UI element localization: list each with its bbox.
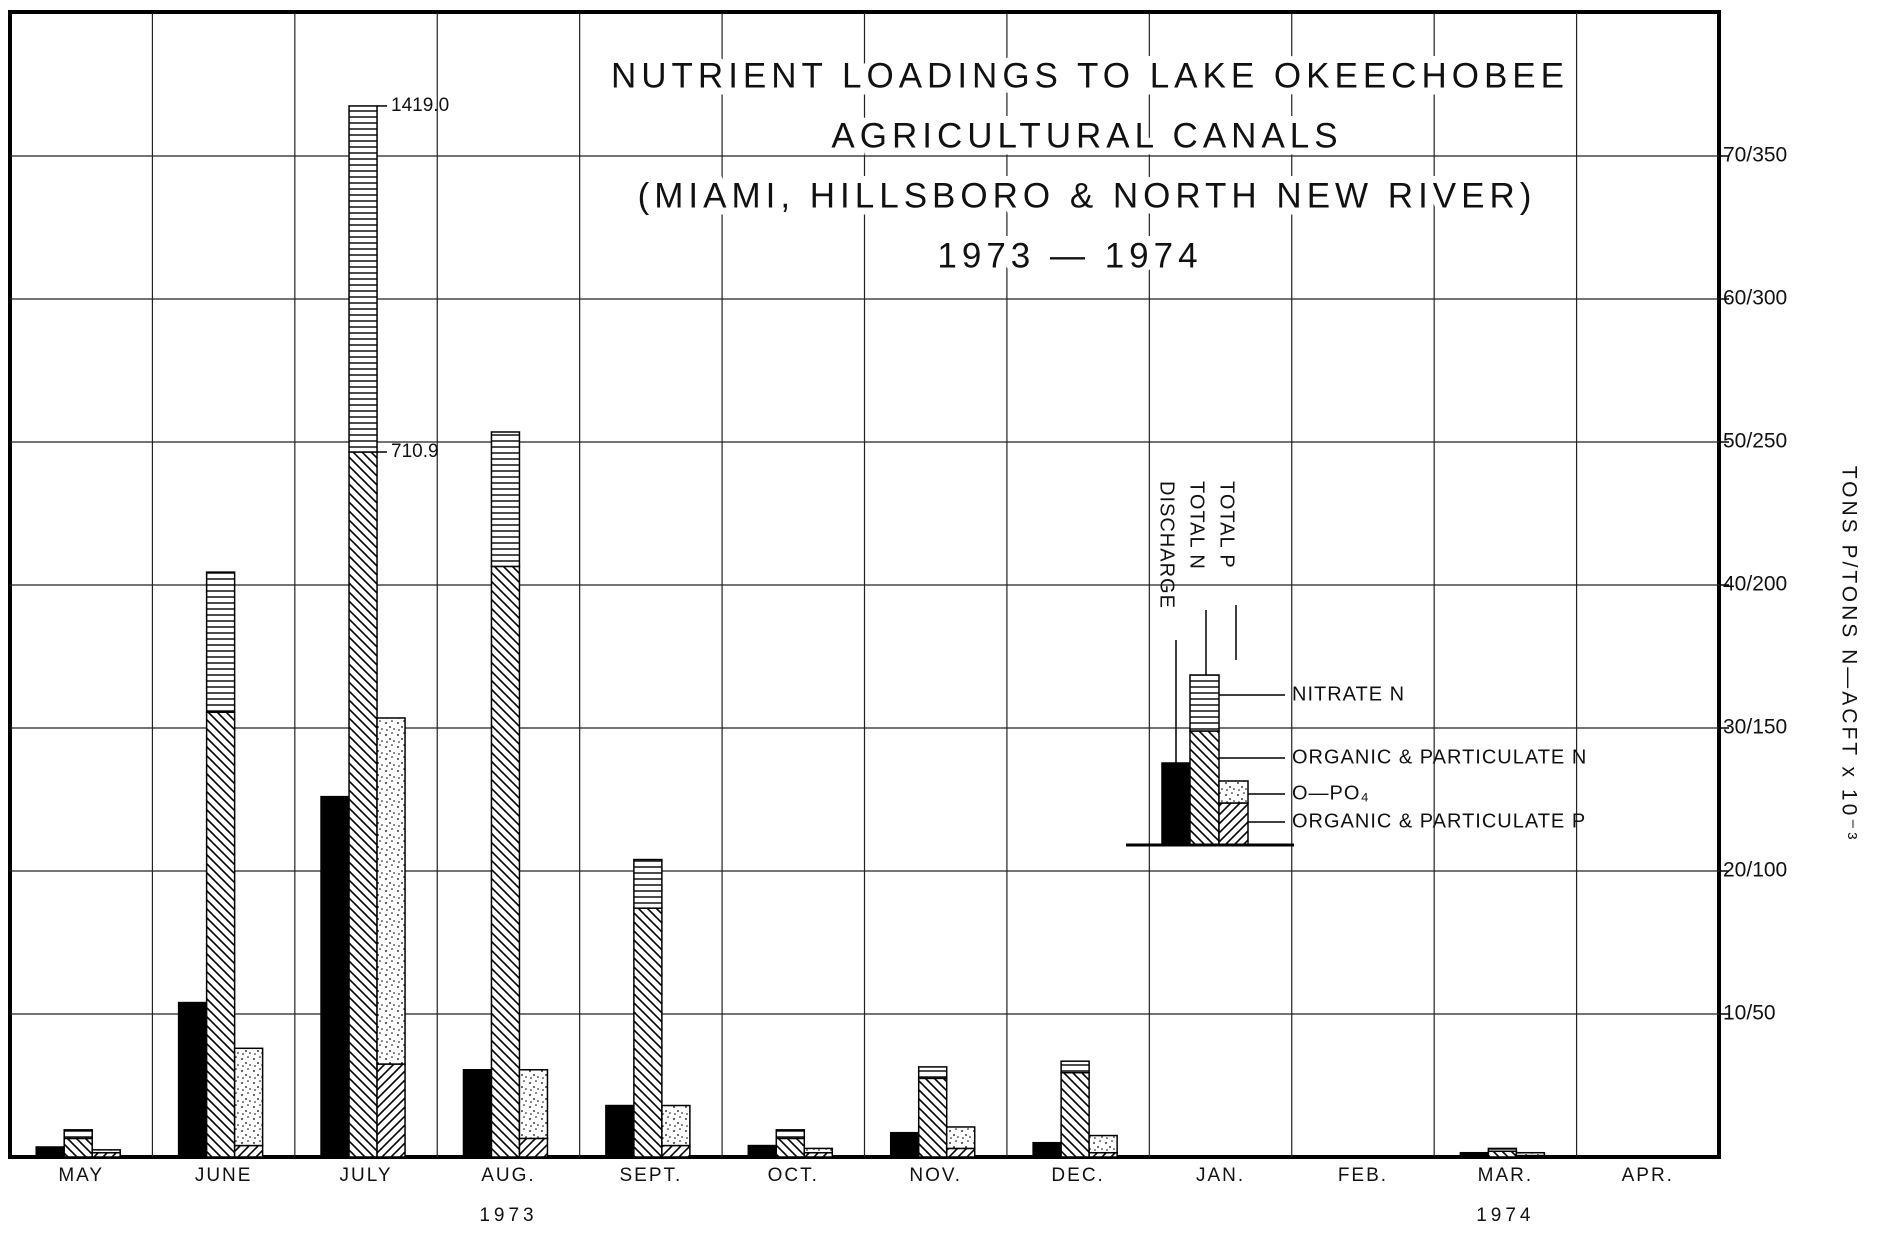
bar-segment [633, 858, 663, 909]
x-tick-label: OCT. [768, 1165, 819, 1186]
legend-label: NITRATE N [1292, 683, 1405, 705]
bar-segment [945, 1126, 976, 1150]
bar-segment [376, 1063, 406, 1158]
bar-segment [490, 565, 521, 1158]
bar-segment [490, 431, 521, 568]
bar-segment [205, 711, 236, 1158]
bar-segment [605, 1104, 635, 1158]
x-tick-label: JUNE [195, 1165, 253, 1186]
legend-swatch [1189, 730, 1220, 846]
bar-segment [35, 1146, 65, 1158]
y-tick-label: 30/150 [1723, 716, 1787, 739]
bar-segment [661, 1144, 691, 1158]
legend: DISCHARGE TOTAL N TOTAL P NITRATE N ORGA… [1126, 481, 1587, 847]
bar-segment [747, 1144, 778, 1158]
bar-segment [205, 571, 236, 714]
bar-segment [320, 795, 350, 1158]
bar-segment [233, 1047, 264, 1147]
bar-segment [518, 1137, 549, 1158]
x-tick-label: NOV. [909, 1165, 962, 1186]
y-tick-label: 40/200 [1723, 573, 1787, 596]
bar-segment [376, 717, 406, 1065]
bar-segment [803, 1147, 834, 1154]
bar-segment [917, 1066, 948, 1080]
legend-leader [1175, 605, 1285, 823]
x-tick-label: APR. [1622, 1165, 1674, 1186]
bar-segment [1459, 1151, 1490, 1158]
x-tick-label: MAY [58, 1165, 104, 1186]
bar-segment [1060, 1071, 1090, 1158]
legend-group-label: DISCHARGE [1156, 481, 1178, 609]
bar-segment [1032, 1141, 1062, 1158]
y-tick-label: 60/300 [1723, 287, 1787, 310]
x-tick-label: FEB. [1338, 1165, 1388, 1186]
bar-segment [518, 1069, 549, 1140]
x-tick-label: AUG. [481, 1165, 535, 1186]
legend-swatch [1161, 762, 1191, 846]
legend-group-label: TOTAL N [1186, 481, 1208, 570]
bar-segment [1487, 1147, 1518, 1153]
y-tick-label: 50/250 [1723, 430, 1787, 453]
bar-segment [1088, 1134, 1118, 1154]
legend-label: O—PO₄ [1292, 782, 1370, 804]
x-tick-label: MAR. [1478, 1165, 1534, 1186]
bar-segment [661, 1104, 691, 1147]
x-tick-label: JAN. [1196, 1165, 1245, 1186]
bar-segment [1060, 1060, 1090, 1074]
bar-segment [462, 1069, 493, 1158]
bar-segment [889, 1131, 920, 1158]
legend-group-label: TOTAL P [1216, 481, 1238, 569]
legend-swatch [1218, 802, 1249, 846]
titles: NUTRIENT LOADINGS TO LAKE OKEECHOBEE AGR… [604, 49, 1571, 282]
year-label: 1973 [479, 1205, 537, 1226]
bar-segment [348, 451, 378, 1158]
chart-title: AGRICULTURAL CANALS [831, 116, 1342, 155]
y-tick-label: 20/100 [1723, 859, 1787, 882]
legend-swatch [1218, 780, 1249, 804]
bar-segment [63, 1137, 93, 1158]
y-axis-label: TONS P/TONS N—ACFT x 10⁻³ [1837, 466, 1860, 843]
annotation: 710.9 [391, 441, 439, 462]
legend-swatch [1189, 674, 1220, 732]
chart-title: (MIAMI, HILLSBORO & NORTH NEW RIVER) [638, 176, 1537, 215]
legend-label: ORGANIC & PARTICULATE P [1292, 810, 1586, 832]
bar-segment [775, 1137, 806, 1158]
bar-segment [91, 1149, 121, 1154]
bar-segment [1487, 1150, 1518, 1158]
bar-segment [63, 1129, 93, 1140]
chart-title: 1973 — 1974 [937, 236, 1202, 275]
bar-segment [945, 1147, 976, 1158]
bar-segment [348, 105, 378, 453]
y-tick-label: 10/50 [1723, 1002, 1776, 1025]
x-tick-label: DEC. [1051, 1165, 1104, 1186]
annotation: 1419.0 [391, 95, 449, 116]
x-tick-label: JULY [340, 1165, 393, 1186]
bar-segment [917, 1077, 948, 1158]
x-tick-label: SEPT. [619, 1165, 682, 1186]
legend-label: ORGANIC & PARTICULATE N [1292, 746, 1587, 768]
year-label: 1974 [1476, 1205, 1534, 1226]
bar-segment [775, 1129, 806, 1140]
chart-title: NUTRIENT LOADINGS TO LAKE OKEECHOBEE [611, 56, 1569, 95]
bar-segment [633, 907, 663, 1158]
bar-segment [177, 1001, 208, 1158]
bar-segment [1515, 1151, 1546, 1157]
y-tick-label: 70/350 [1723, 144, 1787, 167]
bar-segment [233, 1144, 264, 1158]
grid [10, 13, 1719, 1157]
